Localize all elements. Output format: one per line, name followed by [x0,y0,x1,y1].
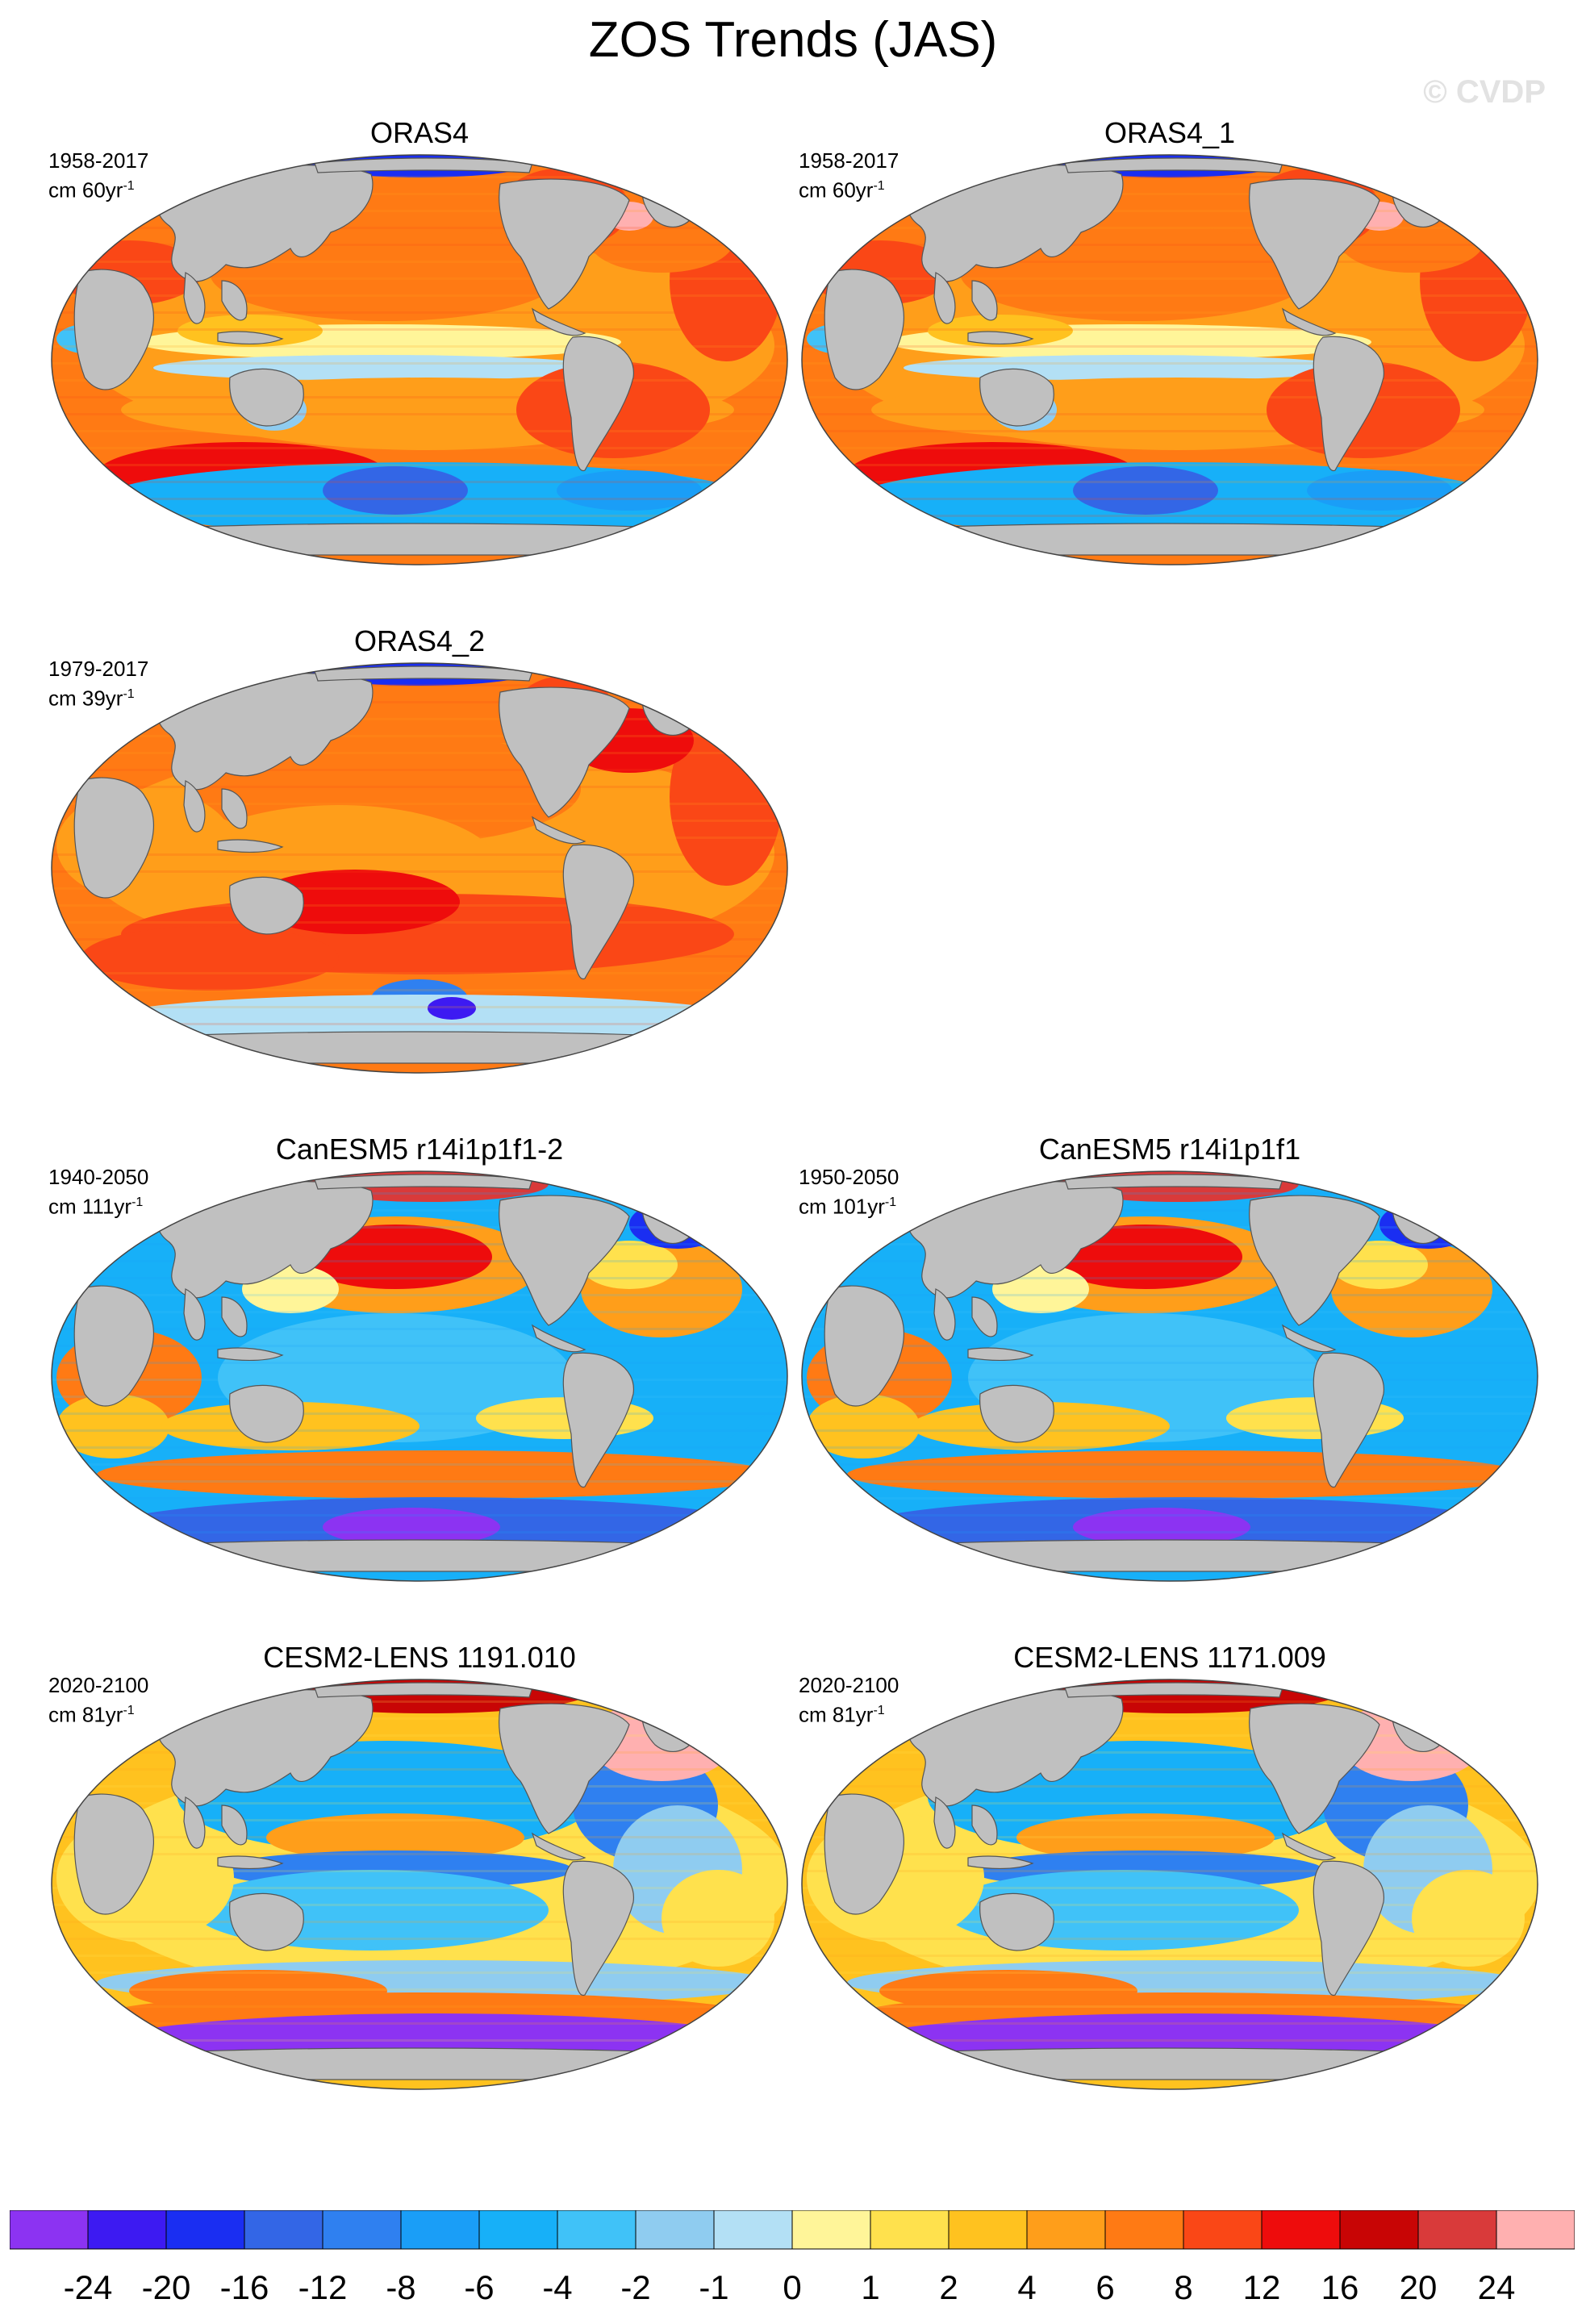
panel-period: 1958-2017 [799,148,899,173]
colorbar-label: 12 [1243,2268,1281,2306]
colorbar-swatch [1417,2210,1497,2250]
colorbar: -24 -20 -16 -12 -8 -6 -4 -2 -1 0 1 2 4 6 8 12 16 20 24 [10,2210,1575,2306]
colorbar-label: -2 [620,2268,650,2306]
panel-period: 1940-2050 [48,1165,149,1189]
panel-title: CESM2-LENS 1191.010 [263,1641,576,1674]
colorbar-swatch [87,2210,167,2250]
colorbar-swatch [244,2210,323,2250]
panel-units: cm 101yr-1 [799,1194,897,1219]
panel-units: cm 39yr-1 [48,686,135,711]
panel-period: 1979-2017 [48,657,149,681]
colorbar-swatch [1026,2210,1106,2250]
ocean-trend-map [801,1170,1538,1582]
panel-period: 1950-2050 [799,1165,899,1189]
colorbar-label: 1 [861,2268,879,2306]
colorbar-label: -24 [64,2268,113,2306]
colorbar-swatch [948,2210,1028,2250]
colorbar-label: -16 [220,2268,269,2306]
colorbar-swatch [1261,2210,1341,2250]
ocean-trend-map [51,1170,788,1582]
panel-title: CanESM5 r14i1p1f1 [1038,1133,1301,1166]
colorbar-label: 6 [1096,2268,1114,2306]
colorbar-swatch [322,2210,402,2250]
panel-period: 2020-2100 [48,1673,149,1697]
panel-title: CanESM5 r14i1p1f1-2 [275,1133,564,1166]
colorbar-swatch [10,2210,89,2250]
figure-title: ZOS Trends (JAS) [588,12,998,68]
panel-units: cm 60yr-1 [799,177,885,202]
colorbar-swatch [165,2210,245,2250]
panel-title: ORAS4_1 [1104,116,1236,149]
colorbar-label: 8 [1174,2268,1192,2306]
ocean-trend-map [51,1679,788,2090]
map-panel-cesm2-1171: CESM2-LENS 1171.009 2020-2100 cm 81yr-1 [799,1641,1541,2092]
colorbar-label: -12 [298,2268,348,2306]
ocean-trend-map [801,1679,1538,2090]
colorbar-swatch [400,2210,480,2250]
colorbar-label: -20 [142,2268,191,2306]
map-panel-canesm5: CanESM5 r14i1p1f1 1950-2050 cm 101yr-1 [799,1133,1541,1584]
panel-units: cm 111yr-1 [48,1194,144,1219]
map-panel-cesm2-1191: CESM2-LENS 1191.010 2020-2100 cm 81yr-1 [48,1641,791,2092]
map-panel-oras4-2: ORAS4_2 1979-2017 cm 39yr-1 [48,624,791,1076]
panel-units: cm 81yr-1 [799,1702,885,1727]
colorbar-swatch [478,2210,558,2250]
panel-units: cm 81yr-1 [48,1702,135,1727]
colorbar-swatch [1183,2210,1263,2250]
panel-period: 2020-2100 [799,1673,899,1697]
panel-title: ORAS4 [369,116,470,149]
ocean-trend-map [51,154,788,565]
colorbar-label: 4 [1017,2268,1036,2306]
map-panel-oras4: ORAS4 1958-2017 cm 60yr-1 [48,116,791,568]
colorbar-swatch [1496,2210,1575,2250]
colorbar-label: 20 [1400,2268,1438,2306]
colorbar-label: -1 [699,2268,728,2306]
colorbar-swatch [713,2210,793,2250]
panel-title: ORAS4_2 [353,624,486,657]
colorbar-label: -6 [464,2268,494,2306]
map-panel-canesm5-2: CanESM5 r14i1p1f1-2 1940-2050 cm 111yr-1 [48,1133,791,1584]
panel-title: CESM2-LENS 1171.009 [1013,1641,1326,1674]
colorbar-swatch [1339,2210,1419,2250]
colorbar-swatch [557,2210,636,2250]
ocean-trend-map [801,154,1538,565]
panel-period: 1958-2017 [48,148,149,173]
colorbar-label: 2 [939,2268,958,2306]
colorbar-label: 0 [783,2268,801,2306]
cvdp-watermark: © CVDP [1423,74,1546,110]
colorbar-swatch [635,2210,715,2250]
colorbar-label: -4 [542,2268,572,2306]
map-panel-oras4-1: ORAS4_1 1958-2017 cm 60yr-1 [799,116,1541,568]
colorbar-swatch [791,2210,871,2250]
colorbar-label: -8 [386,2268,415,2306]
colorbar-label: 16 [1321,2268,1359,2306]
colorbar-swatch [870,2210,950,2250]
colorbar-swatch [1104,2210,1184,2250]
colorbar-label: 24 [1478,2268,1516,2306]
panel-units: cm 60yr-1 [48,177,135,202]
ocean-trend-map [51,662,788,1074]
